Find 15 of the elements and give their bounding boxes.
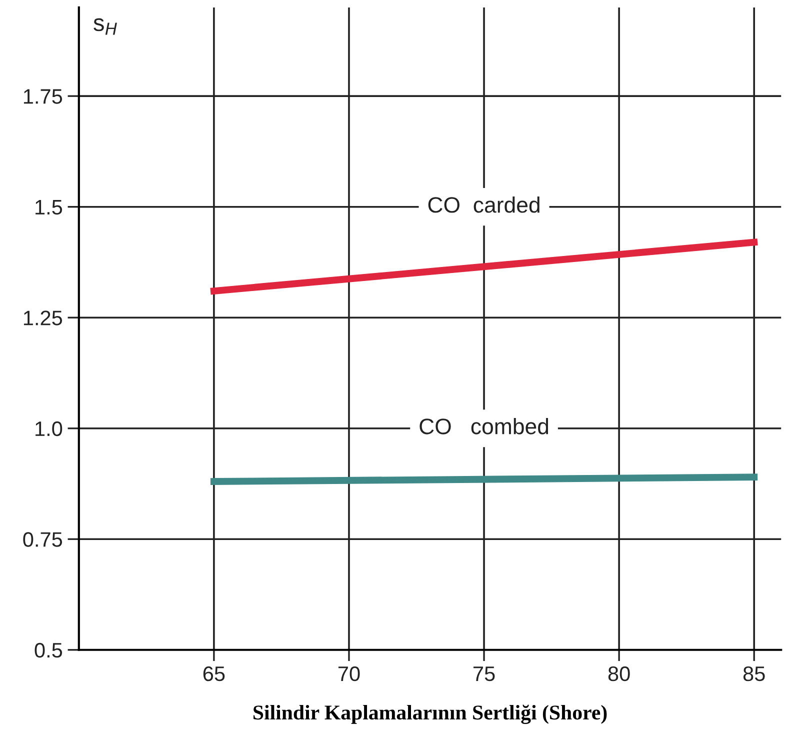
- x-tick-label: 75: [474, 666, 495, 682]
- x-axis-title: Silindir Kaplamalarının Sertliği (Shore): [254, 704, 607, 724]
- y-tick-label: 1.75: [24, 89, 62, 104]
- y-axis-title: s$_{H}$: [94, 18, 117, 35]
- x-tick-label: 65: [203, 666, 225, 682]
- y-tick-label: 1.5: [36, 200, 62, 215]
- text: CO combed: [420, 418, 548, 434]
- y-tick-label: 0.75: [23, 532, 62, 547]
- y-tick-label: 1.0: [36, 421, 62, 436]
- x-tick-label: 80: [608, 666, 630, 682]
- y-tick-label: 0.5: [34, 642, 62, 658]
- text: CO carded: [428, 196, 540, 213]
- y-tick-label: 1.25: [24, 310, 62, 326]
- x-tick-label: 85: [743, 666, 765, 682]
- x-tick-label: 70: [338, 666, 360, 682]
